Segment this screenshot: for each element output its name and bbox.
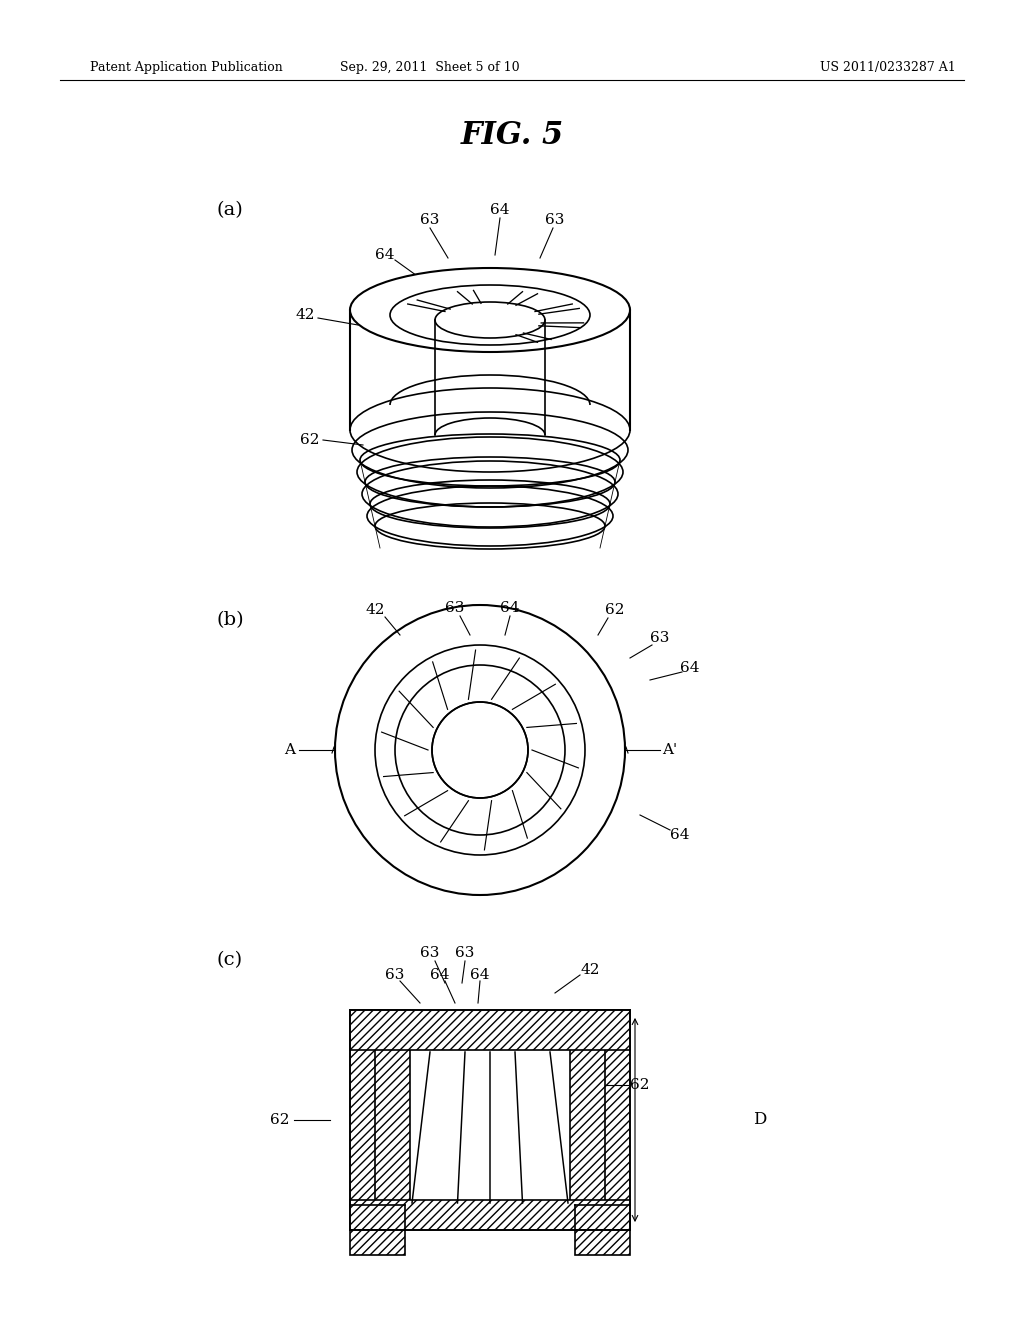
Bar <box>375 1010 410 1205</box>
Bar <box>350 1230 406 1255</box>
Text: 62: 62 <box>270 1113 290 1127</box>
Ellipse shape <box>350 268 630 352</box>
Text: 63: 63 <box>546 213 564 227</box>
Text: 64: 64 <box>680 661 699 675</box>
Text: D: D <box>754 1111 767 1129</box>
Ellipse shape <box>390 285 590 345</box>
Text: US 2011/0233287 A1: US 2011/0233287 A1 <box>820 62 955 74</box>
Text: 62: 62 <box>300 433 319 447</box>
Bar <box>350 1200 630 1230</box>
Text: 64: 64 <box>430 968 450 982</box>
Text: 64: 64 <box>501 601 520 615</box>
Text: 63: 63 <box>445 601 465 615</box>
Text: A': A' <box>663 743 678 756</box>
Bar <box>595 1010 630 1230</box>
Bar <box>350 1010 630 1049</box>
Text: Patent Application Publication: Patent Application Publication <box>90 62 283 74</box>
Text: (a): (a) <box>217 201 244 219</box>
Text: 42: 42 <box>366 603 385 616</box>
Circle shape <box>432 702 528 799</box>
Text: 42: 42 <box>581 964 600 977</box>
Text: 64: 64 <box>671 828 690 842</box>
Text: 62: 62 <box>630 1078 650 1092</box>
Bar <box>350 1010 385 1230</box>
Text: 63: 63 <box>385 968 404 982</box>
Text: 64: 64 <box>470 968 489 982</box>
Text: 62: 62 <box>605 603 625 616</box>
Text: A: A <box>285 743 296 756</box>
Text: (b): (b) <box>216 611 244 630</box>
Text: 63: 63 <box>420 946 439 960</box>
Text: Sep. 29, 2011  Sheet 5 of 10: Sep. 29, 2011 Sheet 5 of 10 <box>340 62 520 74</box>
Text: 63: 63 <box>456 946 475 960</box>
Text: (c): (c) <box>217 950 243 969</box>
Text: 63: 63 <box>650 631 670 645</box>
Text: FIG. 5: FIG. 5 <box>461 120 563 150</box>
Ellipse shape <box>435 302 545 338</box>
Bar <box>570 1010 605 1205</box>
Text: 64: 64 <box>375 248 394 261</box>
Text: 63: 63 <box>420 213 439 227</box>
Bar <box>575 1230 630 1255</box>
Text: 64: 64 <box>490 203 510 216</box>
Text: 42: 42 <box>295 308 314 322</box>
